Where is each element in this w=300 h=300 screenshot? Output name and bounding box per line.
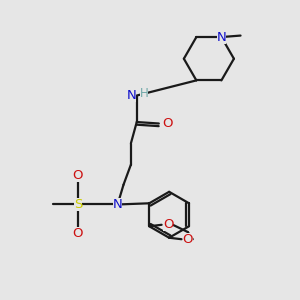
Text: O: O [73, 227, 83, 240]
Text: O: O [163, 218, 173, 231]
Text: H: H [140, 87, 148, 100]
Text: N: N [113, 198, 122, 211]
Text: O: O [183, 233, 193, 246]
Text: N: N [217, 31, 226, 44]
Text: O: O [73, 169, 83, 182]
Text: N: N [127, 89, 136, 102]
Text: S: S [74, 198, 82, 211]
Text: O: O [162, 117, 172, 130]
